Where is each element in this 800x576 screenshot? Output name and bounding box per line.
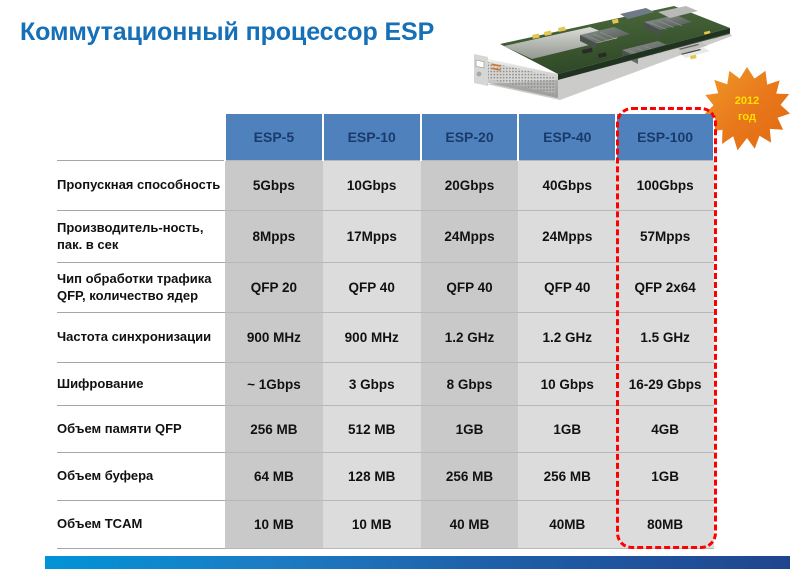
cell-performance-esp-100: 57Mpps bbox=[616, 210, 714, 263]
column-header-esp-5: ESP-5 bbox=[224, 114, 324, 161]
footer-accent-bar bbox=[45, 556, 790, 569]
page-title: Коммутационный процессор ESP bbox=[20, 18, 435, 46]
year-badge-line1: 2012 bbox=[734, 95, 760, 108]
year-badge-line2: год bbox=[738, 111, 756, 123]
cell-buffer-memory-esp-100: 1GB bbox=[616, 452, 714, 501]
cell-throughput-esp-40: 40Gbps bbox=[518, 160, 617, 211]
table-row: Шифрование ~ 1Gbps 3 Gbps 8 Gbps 10 Gbps… bbox=[57, 362, 714, 406]
cell-throughput-esp-5: 5Gbps bbox=[225, 160, 323, 211]
cell-performance-esp-5: 8Mpps bbox=[225, 210, 323, 263]
table-header-row: ESP-5 ESP-10 ESP-20 ESP-40 ESP-100 bbox=[57, 114, 715, 161]
cell-encryption-esp-40: 10 Gbps bbox=[518, 362, 617, 406]
cell-qfp-memory-esp-20: 1GB bbox=[420, 405, 519, 453]
table-body: Пропускная способность 5Gbps 10Gbps 20Gb… bbox=[57, 160, 714, 549]
row-label-throughput: Пропускная способность bbox=[57, 160, 225, 211]
table-row: Чип обработки трафика QFP, количество яд… bbox=[57, 262, 714, 313]
row-label-clock-frequency: Частота синхронизации bbox=[57, 312, 225, 363]
column-header-esp-40: ESP-40 bbox=[517, 114, 618, 161]
cell-qfp-memory-esp-40: 1GB bbox=[518, 405, 617, 453]
table-row: Объем буфера 64 MB 128 MB 256 MB 256 MB … bbox=[57, 452, 714, 501]
cell-tcam-esp-10: 10 MB bbox=[322, 500, 421, 549]
cell-buffer-memory-esp-40: 256 MB bbox=[518, 452, 617, 501]
line-card-photo bbox=[462, 2, 734, 106]
row-label-encryption: Шифрование bbox=[57, 362, 225, 406]
cell-tcam-esp-40: 40MB bbox=[518, 500, 617, 549]
cell-tcam-esp-5: 10 MB bbox=[225, 500, 323, 549]
cell-buffer-memory-esp-10: 128 MB bbox=[322, 452, 421, 501]
cell-encryption-esp-10: 3 Gbps bbox=[322, 362, 421, 406]
column-header-esp-20: ESP-20 bbox=[419, 114, 520, 161]
row-label-buffer-memory: Объем буфера bbox=[57, 452, 225, 501]
cell-throughput-esp-10: 10Gbps bbox=[322, 160, 421, 211]
table-row: Объем TCAM 10 MB 10 MB 40 MB 40MB 80MB bbox=[57, 500, 714, 549]
cell-clock-frequency-esp-100: 1.5 GHz bbox=[616, 312, 714, 363]
table-row: Пропускная способность 5Gbps 10Gbps 20Gb… bbox=[57, 160, 714, 211]
cell-performance-esp-20: 24Mpps bbox=[420, 210, 519, 263]
row-label-qfp-cores: Чип обработки трафика QFP, количество яд… bbox=[57, 262, 225, 313]
cell-qfp-cores-esp-5: QFP 20 bbox=[225, 262, 323, 313]
row-label-tcam: Объем TCAM bbox=[57, 500, 225, 549]
cell-throughput-esp-100: 100Gbps bbox=[616, 160, 714, 211]
cell-throughput-esp-20: 20Gbps bbox=[420, 160, 519, 211]
year-badge: 2012 год bbox=[704, 67, 790, 153]
cell-qfp-cores-esp-40: QFP 40 bbox=[518, 262, 617, 313]
cell-performance-esp-40: 24Mpps bbox=[518, 210, 617, 263]
cell-qfp-cores-esp-100: QFP 2x64 bbox=[616, 262, 714, 313]
cell-tcam-esp-20: 40 MB bbox=[420, 500, 519, 549]
cell-clock-frequency-esp-40: 1.2 GHz bbox=[518, 312, 617, 363]
cell-clock-frequency-esp-10: 900 MHz bbox=[322, 312, 421, 363]
esp-comparison-table: ESP-5 ESP-10 ESP-20 ESP-40 ESP-100 Пропу… bbox=[57, 114, 715, 549]
table-row: Частота синхронизации 900 MHz 900 MHz 1.… bbox=[57, 312, 714, 363]
table-row: Производитель-ность, пак. в сек 8Mpps 17… bbox=[57, 210, 714, 263]
cell-qfp-memory-esp-5: 256 MB bbox=[225, 405, 323, 453]
cell-tcam-esp-100: 80MB bbox=[616, 500, 714, 549]
table-row: Объем памяти QFP 256 MB 512 MB 1GB 1GB 4… bbox=[57, 405, 714, 453]
cell-qfp-memory-esp-10: 512 MB bbox=[322, 405, 421, 453]
cell-qfp-cores-esp-20: QFP 40 bbox=[420, 262, 519, 313]
row-label-performance: Производитель-ность, пак. в сек bbox=[57, 210, 225, 263]
column-header-esp-100: ESP-100 bbox=[615, 114, 715, 161]
cell-performance-esp-10: 17Mpps bbox=[322, 210, 421, 263]
cell-clock-frequency-esp-20: 1.2 GHz bbox=[420, 312, 519, 363]
cell-encryption-esp-20: 8 Gbps bbox=[420, 362, 519, 406]
cell-encryption-esp-5: ~ 1Gbps bbox=[225, 362, 323, 406]
cell-buffer-memory-esp-5: 64 MB bbox=[225, 452, 323, 501]
row-label-qfp-memory: Объем памяти QFP bbox=[57, 405, 225, 453]
cell-clock-frequency-esp-5: 900 MHz bbox=[225, 312, 323, 363]
header-label-spacer bbox=[57, 114, 225, 161]
cell-encryption-esp-100: 16-29 Gbps bbox=[616, 362, 714, 406]
cell-qfp-cores-esp-10: QFP 40 bbox=[322, 262, 421, 313]
year-badge-text: 2012 год bbox=[704, 67, 790, 153]
cell-qfp-memory-esp-100: 4GB bbox=[616, 405, 714, 453]
cell-buffer-memory-esp-20: 256 MB bbox=[420, 452, 519, 501]
column-header-esp-10: ESP-10 bbox=[321, 114, 422, 161]
